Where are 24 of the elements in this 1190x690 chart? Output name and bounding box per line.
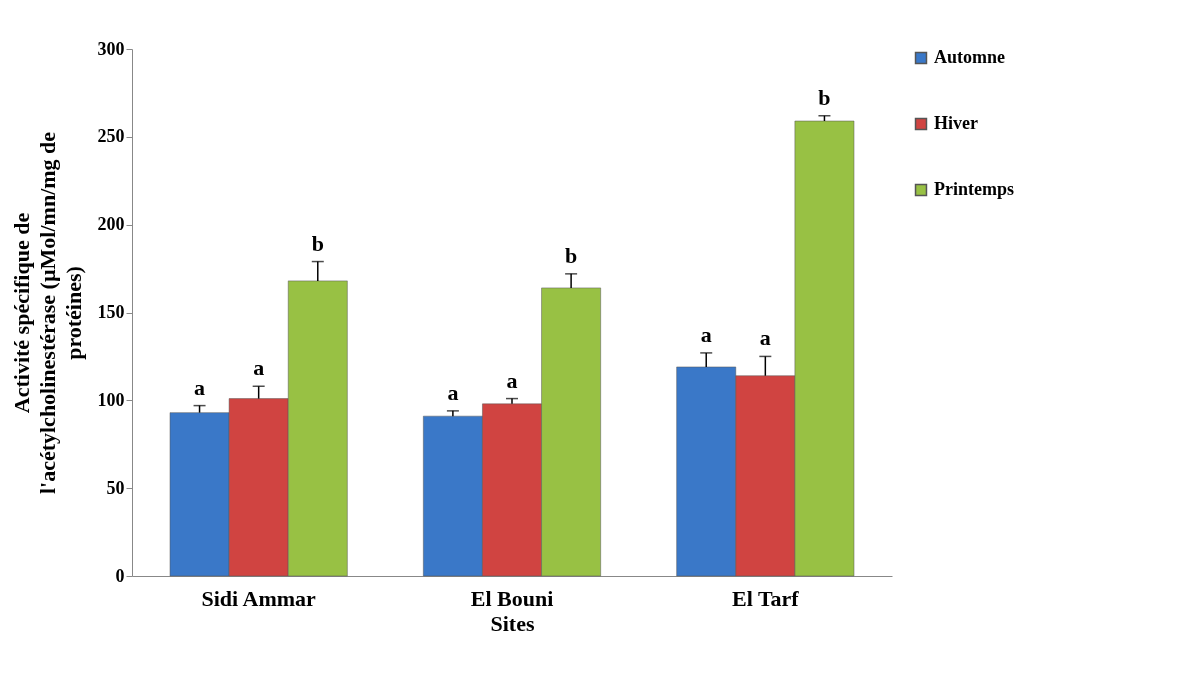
x-tick-label: El Tarf: [732, 585, 800, 611]
x-axis-title: Sites: [490, 610, 535, 636]
data-label: b: [818, 84, 831, 110]
legend-label: Automne: [934, 47, 1006, 67]
legend-label: Hiver: [934, 113, 978, 133]
data-label: a: [253, 355, 265, 381]
y-tick-label: 50: [106, 477, 125, 498]
y-tick-label: 100: [97, 389, 125, 410]
y-tick-label: 200: [97, 214, 125, 235]
data-label: b: [311, 230, 324, 256]
y-tick-label: 0: [115, 565, 125, 586]
data-label: a: [447, 379, 459, 405]
data-label: b: [564, 242, 578, 268]
data-label: a: [759, 325, 771, 351]
y-tick-label: 150: [97, 302, 125, 322]
y-tick-label: 250: [97, 126, 125, 147]
x-tick-label: Sidi Ammar: [201, 585, 317, 611]
x-tick-label: El Bouni: [470, 585, 554, 611]
legend-label: Printemps: [934, 179, 1014, 199]
y-tick-label: 300: [97, 38, 125, 59]
data-label: a: [700, 321, 712, 347]
data-label: a: [506, 367, 518, 393]
y-axis-title: Activité spécifique de l'acétylcholinestérase (µMol/mn/mg de protéines): [8, 131, 86, 495]
data-label: a: [194, 374, 206, 400]
